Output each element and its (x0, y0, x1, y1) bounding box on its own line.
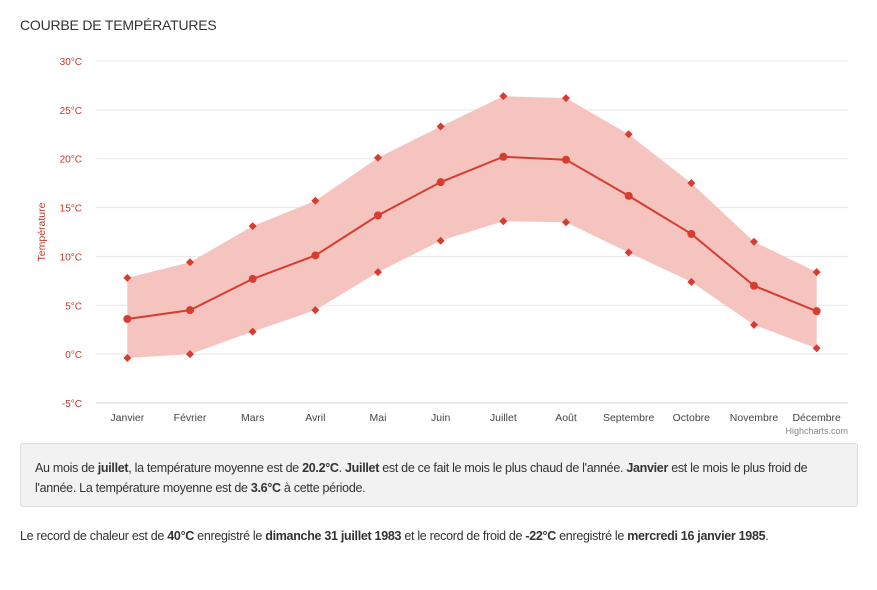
mean-point[interactable] (687, 229, 696, 238)
y-tick-label: 25°C (60, 106, 82, 117)
max-point[interactable] (499, 92, 508, 101)
x-tick-label: Avril (305, 412, 325, 424)
min-point[interactable] (750, 320, 758, 329)
x-axis-ticks: Janvier Février Mars Avril Mai Juin Juillet Aoû… (110, 412, 841, 424)
y-tick-label: -5°C (62, 399, 82, 410)
min-point[interactable] (687, 277, 696, 286)
chart-title: COURBE DE TEMPÉRATURES (20, 17, 217, 33)
highlight-text: 3.6°C (250, 481, 281, 495)
highlight-text: mercredi 16 janvier 1985 (627, 529, 766, 543)
highlight-text: juillet (97, 461, 129, 475)
x-tick-label: Novembre (730, 412, 779, 424)
record-text: Le record de chaleur est de 40°C enregis… (20, 529, 769, 543)
temperature-chart: -5°C 0°C 5°C 10°C 15°C 20°C 25°C 30°C Températu… (36, 57, 848, 436)
min-point[interactable] (311, 306, 320, 315)
min-point[interactable] (123, 354, 132, 363)
max-point[interactable] (562, 94, 570, 103)
y-tick-label: 5°C (65, 301, 82, 312)
max-point[interactable] (436, 122, 445, 131)
markers (123, 92, 821, 363)
highlight-text: 20.2°C (302, 461, 339, 475)
y-axis-ticks: -5°C 0°C 5°C 10°C 15°C 20°C 25°C 30°C (60, 57, 82, 410)
max-point[interactable] (186, 258, 194, 267)
highcharts-credit[interactable]: Highcharts.com (785, 426, 848, 436)
min-point[interactable] (248, 327, 257, 336)
min-point[interactable] (436, 236, 445, 245)
max-point[interactable] (750, 237, 758, 246)
y-tick-label: 10°C (60, 252, 82, 263)
highlight-text: -22°C (525, 529, 556, 543)
max-point[interactable] (311, 196, 320, 205)
mean-point[interactable] (123, 314, 132, 323)
text-segment: et le record de froid de (401, 529, 526, 543)
max-point[interactable] (374, 153, 382, 162)
text-segment: Au mois de (35, 461, 98, 475)
text-segment: est le mois le plus froid de l'année. La… (35, 461, 808, 495)
min-point[interactable] (624, 248, 633, 257)
text-segment: . (765, 529, 769, 543)
min-point[interactable] (186, 350, 194, 359)
x-tick-label: Mai (370, 412, 387, 424)
mean-point[interactable] (562, 155, 570, 164)
mean-point[interactable] (248, 274, 257, 283)
text-segment: , la température moyenne est de (128, 461, 303, 475)
y-tick-label: 0°C (65, 350, 82, 361)
range-area-fill (127, 96, 817, 359)
mean-point[interactable] (374, 211, 382, 220)
min-point[interactable] (374, 268, 382, 277)
mean-point[interactable] (624, 191, 633, 200)
mean-point[interactable] (311, 251, 320, 260)
x-tick-label: Janvier (110, 412, 144, 424)
mean-point[interactable] (812, 307, 821, 316)
highlight-text: Juillet (345, 461, 380, 475)
highlight-text: dimanche 31 juillet 1983 (265, 529, 402, 543)
mean-point[interactable] (750, 281, 758, 290)
mean-line (127, 155, 818, 320)
min-point[interactable] (499, 217, 508, 226)
text-segment: Le record de chaleur est de (20, 529, 168, 543)
max-point[interactable] (687, 179, 696, 188)
x-tick-label: Février (174, 412, 207, 424)
y-tick-label: 15°C (60, 204, 82, 215)
text-segment: à cette période. (280, 481, 366, 495)
info-box: Au mois de juillet, la température moyen… (20, 443, 858, 507)
x-tick-label: Décembre (792, 412, 841, 424)
y-tick-label: 30°C (60, 57, 82, 68)
mean-point[interactable] (436, 178, 445, 187)
max-point[interactable] (248, 222, 257, 231)
mean-line-path (127, 155, 818, 320)
highlight-text: 40°C (167, 529, 194, 543)
min-point[interactable] (812, 344, 821, 353)
text-segment: enregistré le (555, 529, 628, 543)
x-tick-label: Juin (431, 412, 450, 424)
max-point[interactable] (123, 273, 132, 282)
max-point[interactable] (812, 268, 821, 277)
text-segment: est de ce fait le mois le plus chaud de … (379, 461, 627, 475)
x-tick-label: Juillet (490, 412, 517, 424)
mean-point[interactable] (186, 306, 194, 315)
x-tick-label: Août (555, 412, 577, 424)
mean-point[interactable] (499, 152, 508, 161)
text-segment: . (338, 461, 346, 475)
x-tick-label: Octobre (673, 412, 711, 424)
max-point[interactable] (624, 130, 633, 139)
x-tick-label: Septembre (603, 412, 655, 424)
min-point[interactable] (562, 218, 570, 227)
x-tick-label: Mars (241, 412, 264, 424)
highlight-text: Janvier (626, 461, 669, 475)
range-area (127, 96, 817, 359)
y-axis-label: Température (36, 202, 48, 261)
y-tick-label: 20°C (60, 155, 82, 166)
text-segment: enregistré le (194, 529, 266, 543)
